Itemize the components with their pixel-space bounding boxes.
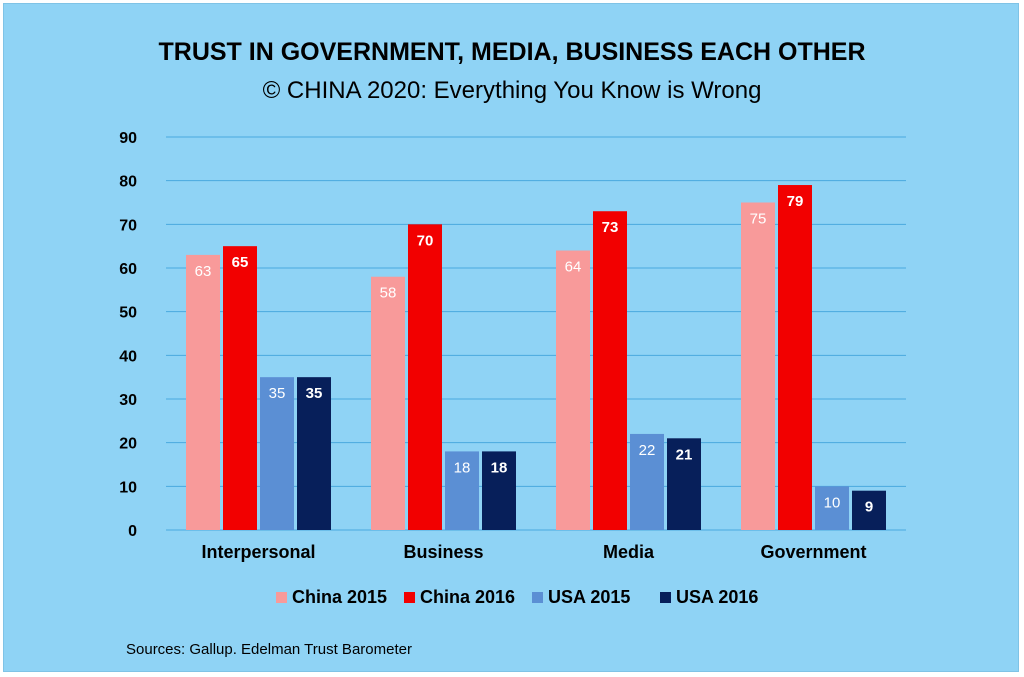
bar (778, 185, 812, 531)
bar (852, 490, 886, 530)
bar (630, 433, 664, 530)
data-label: 75 (750, 211, 767, 228)
bar (408, 224, 442, 531)
x-tick-label: Interpersonal (201, 542, 315, 562)
data-label: 22 (639, 442, 656, 459)
legend-label: USA 2016 (676, 587, 758, 607)
y-tick-label: 30 (119, 392, 137, 409)
x-tick-label: Media (603, 542, 655, 562)
data-label: 58 (380, 285, 397, 302)
bar (815, 486, 849, 530)
data-label: 35 (306, 385, 323, 402)
legend: China 2015 China 2016 USA 2015 USA 2016 (276, 587, 758, 607)
data-label: 64 (565, 259, 582, 276)
x-axis-ticks: Interpersonal Business Media Government (201, 542, 866, 562)
bar (260, 377, 294, 530)
chart-frame: TRUST IN GOVERNMENT, MEDIA, BUSINESS EAC… (3, 3, 1019, 672)
bars (186, 185, 886, 531)
chart-title: TRUST IN GOVERNMENT, MEDIA, BUSINESS EAC… (159, 38, 866, 66)
data-label: 63 (195, 263, 212, 280)
y-tick-label: 10 (119, 479, 137, 496)
y-tick-label: 20 (119, 436, 137, 453)
data-label: 70 (417, 232, 434, 249)
legend-swatch (532, 592, 543, 603)
y-tick-label: 0 (128, 523, 137, 540)
bar (741, 202, 775, 530)
chart: TRUST IN GOVERNMENT, MEDIA, BUSINESS EAC… (119, 38, 906, 658)
data-label: 18 (454, 459, 471, 476)
bar (371, 276, 405, 530)
legend-label: China 2016 (420, 587, 515, 607)
data-label: 65 (232, 254, 249, 271)
data-label: 35 (269, 385, 286, 402)
y-tick-label: 50 (119, 305, 137, 322)
bar (186, 254, 220, 530)
data-label: 73 (602, 219, 619, 236)
bar (482, 451, 516, 530)
data-label: 18 (491, 459, 508, 476)
y-tick-label: 80 (119, 174, 137, 191)
data-label: 9 (865, 499, 873, 516)
source-note: Sources: Gallup. Edelman Trust Barometer (126, 641, 412, 658)
y-tick-label: 90 (119, 130, 137, 147)
bar (223, 246, 257, 530)
data-label: 21 (676, 446, 693, 463)
chart-subtitle: © CHINA 2020: Everything You Know is Wro… (263, 77, 762, 104)
bar (556, 250, 590, 531)
legend-swatch (404, 592, 415, 603)
bar (445, 451, 479, 530)
legend-label: China 2015 (292, 587, 387, 607)
x-tick-label: Government (760, 542, 866, 562)
data-label: 79 (787, 193, 804, 210)
bar (667, 438, 701, 530)
y-axis-ticks: 0 10 20 30 40 50 60 70 80 90 (119, 130, 137, 540)
y-tick-label: 70 (119, 217, 137, 234)
data-label: 10 (824, 494, 841, 511)
y-tick-label: 60 (119, 261, 137, 278)
data-labels: 63 65 35 35 58 70 18 18 64 73 22 21 75 79 10 9 (195, 193, 874, 516)
y-tick-label: 40 (119, 348, 137, 365)
x-tick-label: Business (403, 542, 483, 562)
legend-swatch (660, 592, 671, 603)
bar (593, 211, 627, 530)
legend-swatch (276, 592, 287, 603)
legend-label: USA 2015 (548, 587, 630, 607)
bar (297, 377, 331, 530)
